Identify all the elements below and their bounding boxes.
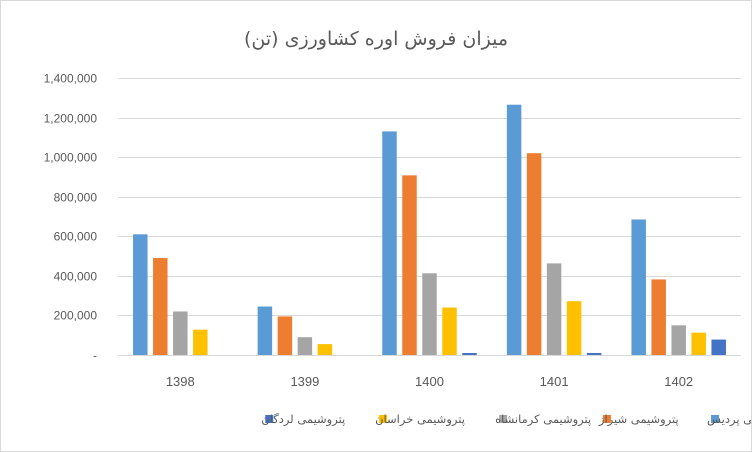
bar <box>566 301 582 355</box>
bar <box>691 332 706 355</box>
bar <box>257 306 273 355</box>
bars <box>133 104 726 355</box>
bar <box>526 153 542 355</box>
chart-title: میزان فروش اوره کشاورزی (تن) <box>244 28 508 50</box>
bar <box>277 316 293 355</box>
y-tick-label: 1,400,000 <box>44 72 98 86</box>
legend-swatch <box>379 415 388 423</box>
x-tick-label: 1399 <box>290 374 319 389</box>
x-tick-label: 1400 <box>415 374 444 389</box>
gridlines <box>118 78 741 316</box>
bar <box>671 325 686 355</box>
legend-swatch <box>499 415 508 423</box>
y-tick-label: 1,000,000 <box>44 151 98 165</box>
x-axis: 1398 1399 1400 1401 1402 <box>118 355 741 389</box>
y-tick-label: 600,000 <box>54 230 98 244</box>
bar <box>651 279 666 355</box>
legend-label: پتروشیمی لردگان <box>261 412 345 427</box>
bar <box>711 339 726 355</box>
bar <box>506 104 522 355</box>
bar <box>317 344 333 355</box>
legend-swatch <box>265 415 274 423</box>
legend-swatch <box>602 415 611 423</box>
bar <box>133 234 148 355</box>
legend-swatch <box>711 415 719 423</box>
bar <box>193 329 208 355</box>
bar <box>422 273 437 355</box>
bar <box>173 311 188 355</box>
bar <box>297 337 313 355</box>
y-tick-label: 400,000 <box>54 270 98 284</box>
legend: پتروشیمی پردیس پتروشیمی شیراز پتروشیمی کرم… <box>261 412 751 427</box>
bar <box>586 353 602 355</box>
legend-label: پتروشیمی کرمانشاه <box>495 412 591 427</box>
y-tick-label: 1,200,000 <box>44 112 98 126</box>
y-axis: - 200,000 400,000 600,000 800,000 1,000,000 1,… <box>44 72 98 363</box>
bar <box>442 307 457 355</box>
bar <box>153 258 168 355</box>
y-tick-label: 200,000 <box>54 309 98 323</box>
bar <box>546 263 562 355</box>
x-tick-label: 1398 <box>166 374 195 389</box>
y-tick-label: - <box>93 349 97 363</box>
x-tick-label: 1401 <box>540 374 569 389</box>
legend-label: پتروشیمی خراسان <box>375 412 465 427</box>
bar <box>631 219 646 355</box>
bar <box>402 175 417 355</box>
x-tick-label: 1402 <box>664 374 693 389</box>
legend-label: پتروشیمی پردیس <box>707 412 751 427</box>
bar <box>462 353 477 355</box>
legend-label: پتروشیمی شیراز <box>598 412 679 427</box>
y-tick-label: 800,000 <box>54 191 98 205</box>
bar <box>382 131 397 355</box>
